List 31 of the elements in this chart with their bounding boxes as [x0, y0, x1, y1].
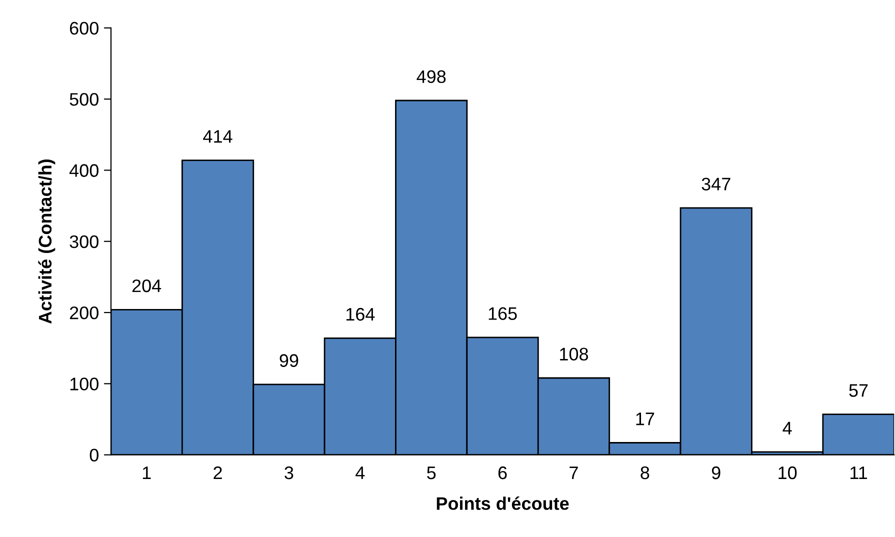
x-tick-label: 1 [142, 466, 151, 480]
x-tick-label: 4 [356, 466, 365, 480]
data-label: 4 [782, 422, 792, 434]
y-tick-label: 300 [70, 235, 98, 248]
y-tick-label: 400 [69, 164, 98, 177]
data-label: 108 [560, 348, 588, 361]
x-axis-title: Points d'écoute [436, 496, 569, 510]
x-tick-label: 8 [640, 466, 650, 480]
data-label: 414 [203, 130, 232, 143]
data-label: 165 [488, 307, 517, 320]
y-tick-label: 500 [70, 93, 98, 106]
data-label: 17 [636, 412, 654, 426]
y-tick-label: 100 [70, 378, 98, 390]
y-tick-label: 200 [70, 306, 98, 320]
data-label: 498 [416, 70, 446, 84]
y-axis-title: Activité (Contact/h) [38, 160, 56, 324]
x-tick-label: 7 [570, 466, 578, 480]
data-label: 99 [280, 354, 298, 367]
x-tick-label: 9 [712, 466, 720, 480]
y-tick-label: 600 [70, 22, 98, 35]
data-label: 164 [346, 308, 375, 321]
y-tick-label: 0 [90, 448, 98, 462]
x-tick-label: 2 [214, 466, 222, 480]
x-tick-label: 5 [427, 466, 436, 480]
data-label: 347 [702, 178, 730, 190]
data-label: 204 [132, 279, 162, 292]
x-tick-label: 11 [850, 466, 868, 480]
x-tick-label: 10 [778, 466, 797, 480]
x-tick-label: 6 [498, 466, 507, 480]
data-label: 57 [849, 384, 868, 397]
x-tick-label: 3 [284, 466, 294, 480]
